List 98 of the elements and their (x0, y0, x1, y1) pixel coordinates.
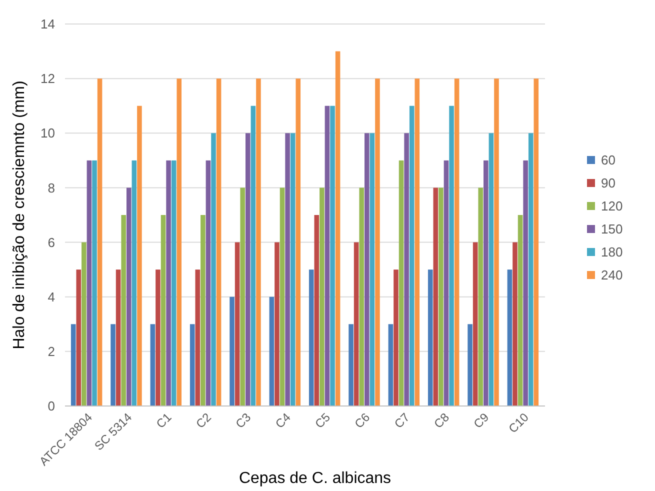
bar (438, 188, 444, 406)
x-tick-label: C4 (272, 410, 294, 431)
bar (92, 160, 97, 406)
bar (234, 242, 240, 406)
bar (523, 160, 528, 406)
bar (534, 78, 539, 406)
bar (528, 133, 534, 406)
bar (472, 242, 478, 406)
bar (428, 270, 433, 406)
bar (116, 270, 121, 406)
y-axis-title: Halo de inibição de cresciemnto (mm) (11, 80, 28, 350)
x-tick-label: C5 (312, 410, 334, 431)
x-tick-label: C8 (431, 410, 452, 431)
bar (70, 324, 76, 406)
bar (433, 188, 438, 406)
y-tick-label: 6 (48, 234, 55, 250)
bar (126, 188, 132, 406)
bar (250, 106, 256, 406)
bar (274, 242, 280, 406)
bar (388, 324, 394, 406)
bar (97, 78, 102, 406)
x-tick-label: C10 (506, 410, 532, 436)
legend-label: 150 (601, 222, 623, 237)
bar (308, 270, 314, 406)
y-tick-label: 0 (48, 398, 55, 414)
bar (375, 78, 380, 406)
x-tick-label: C7 (392, 410, 413, 431)
bar (518, 215, 523, 406)
bar (409, 106, 414, 406)
legend-label: 90 (601, 176, 616, 191)
bar (468, 324, 472, 406)
bar (269, 296, 274, 406)
bar (82, 242, 86, 406)
bar (512, 242, 518, 406)
bar (245, 133, 250, 406)
bar (190, 324, 195, 406)
bar (449, 106, 454, 406)
bar (230, 296, 234, 406)
bar (240, 188, 245, 406)
bar (166, 160, 171, 406)
bar (507, 270, 512, 406)
x-axis-title: Cepas de C. albicans (238, 470, 392, 487)
bar (206, 160, 211, 406)
bar (86, 160, 92, 406)
bar (494, 78, 499, 406)
bar (398, 160, 404, 406)
legend-label: 180 (601, 244, 623, 260)
bar (414, 78, 420, 406)
bar (484, 160, 488, 406)
y-tick-label: 14 (40, 16, 55, 32)
bar (256, 78, 261, 406)
bar (320, 188, 324, 406)
y-tick-label: 12 (40, 71, 55, 86)
y-tick-label: 10 (40, 126, 55, 141)
y-tick-label: 4 (48, 289, 55, 304)
bar (324, 106, 330, 406)
bar (200, 215, 206, 406)
bar (444, 160, 449, 406)
y-tick-label: 8 (48, 180, 55, 196)
bar (335, 51, 340, 406)
bar (211, 133, 216, 406)
x-tick-label: C1 (154, 410, 175, 431)
bar (354, 242, 359, 406)
bar (280, 188, 285, 406)
bar (110, 324, 116, 406)
bar (348, 324, 354, 406)
bar (137, 106, 142, 406)
bar (359, 188, 364, 406)
legend-label: 240 (601, 268, 623, 283)
x-tick-label: C9 (470, 410, 492, 431)
x-tick-label: C6 (352, 410, 373, 431)
bar (364, 133, 370, 406)
bar (394, 270, 398, 406)
bar (156, 270, 160, 406)
bar (285, 133, 290, 406)
bar (370, 133, 375, 406)
bar (478, 188, 484, 406)
x-tick-label: C2 (193, 410, 214, 431)
bar (160, 215, 166, 406)
bar (76, 270, 82, 406)
bar (195, 270, 200, 406)
bar (150, 324, 156, 406)
bar (121, 215, 126, 406)
bar (176, 78, 182, 406)
bar (404, 133, 409, 406)
bar (216, 78, 222, 406)
bar (314, 215, 320, 406)
bar (171, 160, 176, 406)
bar (454, 78, 460, 406)
y-tick-label: 2 (48, 344, 55, 359)
x-tick-label: C3 (232, 410, 254, 431)
bar (488, 133, 494, 406)
bar (290, 133, 296, 406)
bar (296, 78, 301, 406)
legend-label: 60 (601, 152, 616, 168)
bar (330, 106, 335, 406)
bar (132, 160, 137, 406)
legend-label: 120 (601, 198, 623, 214)
